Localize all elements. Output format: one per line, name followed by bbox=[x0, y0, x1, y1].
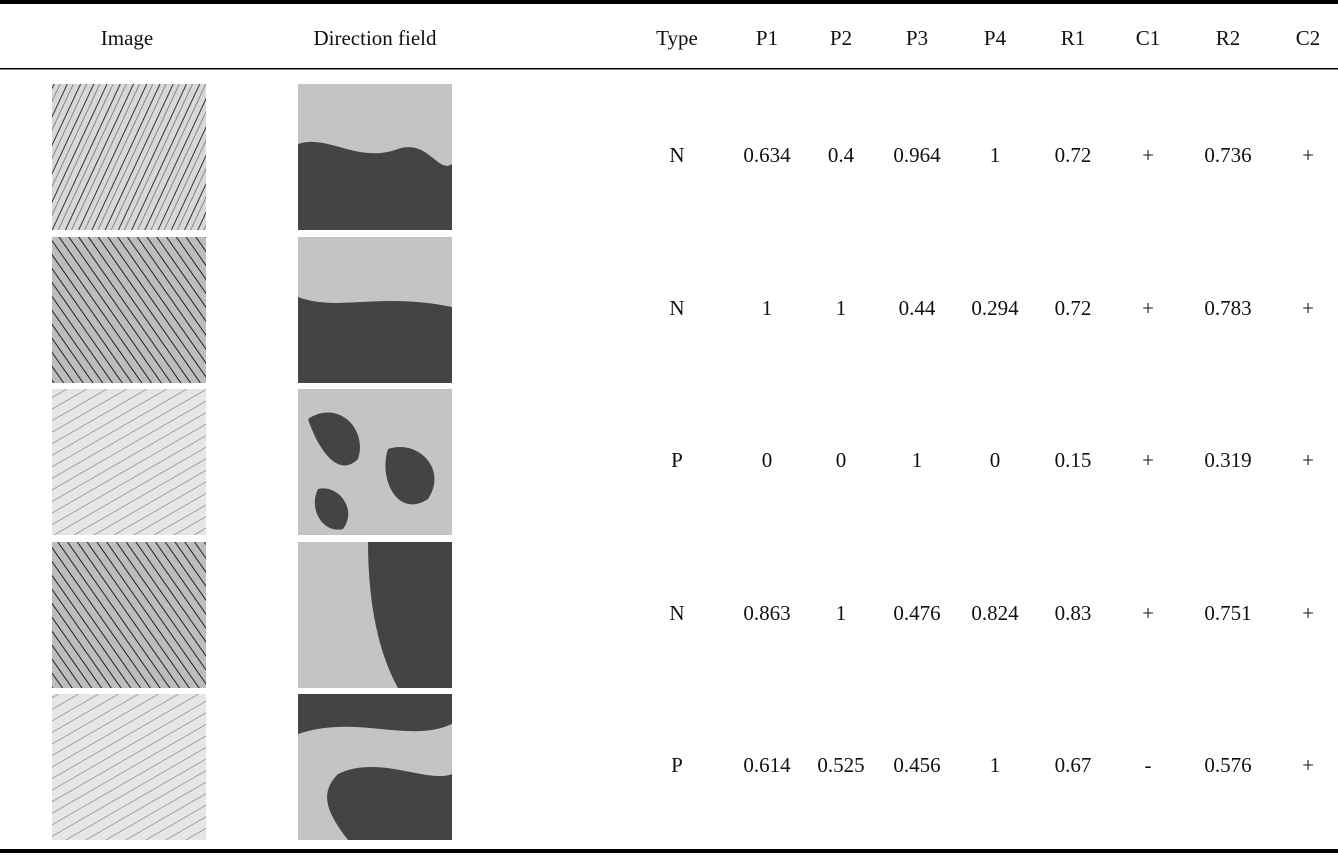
header-cell: P2 bbox=[830, 26, 852, 50]
table-cell: 0.15 bbox=[1055, 448, 1092, 472]
table-cell: + bbox=[1142, 601, 1154, 625]
table-cell: 0.751 bbox=[1204, 601, 1251, 625]
header-cell: R1 bbox=[1061, 26, 1086, 50]
table-cell: + bbox=[1302, 296, 1314, 320]
table-cell: N bbox=[669, 601, 684, 625]
header-cell: Image bbox=[101, 26, 153, 50]
header-cell: P1 bbox=[756, 26, 778, 50]
table-cell: + bbox=[1302, 448, 1314, 472]
table-cell: 0.964 bbox=[893, 143, 941, 167]
table-cell: 0.863 bbox=[743, 601, 790, 625]
table-cell: 1 bbox=[762, 296, 773, 320]
header-rule bbox=[0, 68, 1338, 70]
table-cell: P bbox=[671, 448, 683, 472]
table-cell: 1 bbox=[990, 143, 1001, 167]
table-cell: 0.4 bbox=[828, 143, 855, 167]
table-cell: 0.576 bbox=[1204, 753, 1251, 777]
table-cell: 0.72 bbox=[1055, 296, 1092, 320]
table-cell: N bbox=[669, 296, 684, 320]
bottom-rule bbox=[0, 849, 1338, 853]
table-cell: + bbox=[1142, 448, 1154, 472]
table-cell: N bbox=[669, 143, 684, 167]
sample-image bbox=[52, 237, 206, 383]
table-cell: + bbox=[1142, 143, 1154, 167]
table-cell: 0.783 bbox=[1204, 296, 1251, 320]
header-cell: C2 bbox=[1296, 26, 1321, 50]
table-cell: 0.72 bbox=[1055, 143, 1092, 167]
table-cell: 0 bbox=[762, 448, 773, 472]
sample-image bbox=[52, 389, 206, 535]
table-cell: 0.476 bbox=[893, 601, 940, 625]
table-cell: + bbox=[1302, 753, 1314, 777]
header-cell: P3 bbox=[906, 26, 928, 50]
table-cell: 0.614 bbox=[743, 753, 791, 777]
table-cell: 0 bbox=[836, 448, 847, 472]
header-cell: P4 bbox=[984, 26, 1007, 50]
sample-image bbox=[52, 84, 206, 230]
table-cell: 0.44 bbox=[899, 296, 936, 320]
header-cell: C1 bbox=[1136, 26, 1161, 50]
table-cell: - bbox=[1145, 753, 1152, 777]
sample-image bbox=[52, 542, 206, 688]
table-cell: 0.736 bbox=[1204, 143, 1251, 167]
table-page: ImageDirection fieldTypeP1P2P3P4R1C1R2C2… bbox=[0, 0, 1338, 855]
table-cell: 0.634 bbox=[743, 143, 791, 167]
header-cell: Type bbox=[656, 26, 698, 50]
table-cell: 0.456 bbox=[893, 753, 940, 777]
table-cell: 0.319 bbox=[1204, 448, 1251, 472]
direction-field-region bbox=[298, 142, 452, 230]
table-cell: 0 bbox=[990, 448, 1001, 472]
top-rule bbox=[0, 0, 1338, 4]
table-cell: 1 bbox=[836, 296, 847, 320]
table-cell: 0.525 bbox=[817, 753, 864, 777]
table-cell: P bbox=[671, 753, 683, 777]
table-cell: 0.83 bbox=[1055, 601, 1092, 625]
table-cell: 0.67 bbox=[1055, 753, 1092, 777]
table-cell: + bbox=[1302, 143, 1314, 167]
direction-field-region bbox=[298, 297, 452, 383]
table-cell: + bbox=[1302, 601, 1314, 625]
table-cell: 0.824 bbox=[971, 601, 1019, 625]
header-cell: Direction field bbox=[313, 26, 437, 50]
table-cell: 1 bbox=[990, 753, 1001, 777]
sample-image bbox=[52, 694, 206, 840]
header-cell: R2 bbox=[1216, 26, 1241, 50]
table-cell: 1 bbox=[912, 448, 923, 472]
table-cell: 1 bbox=[836, 601, 847, 625]
table-cell: + bbox=[1142, 296, 1154, 320]
table-cell: 0.294 bbox=[971, 296, 1019, 320]
